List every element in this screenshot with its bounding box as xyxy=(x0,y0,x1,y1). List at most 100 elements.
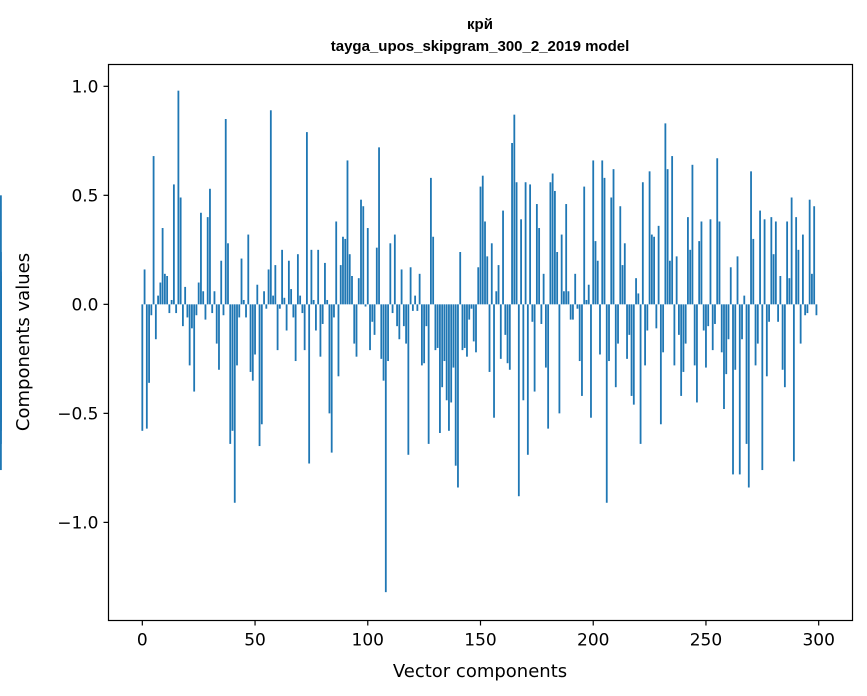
bar xyxy=(443,304,446,362)
bar xyxy=(308,304,311,464)
bar xyxy=(0,195,2,305)
bar xyxy=(797,249,800,305)
bar xyxy=(621,265,624,305)
bar xyxy=(333,304,335,318)
bar xyxy=(542,273,545,305)
bar xyxy=(777,304,780,322)
bar xyxy=(346,160,349,305)
bar xyxy=(272,295,274,305)
bar xyxy=(312,299,315,305)
bar xyxy=(222,304,225,316)
bar xyxy=(684,304,687,344)
y-tick-label: 0.0 xyxy=(71,295,98,315)
bar xyxy=(317,249,320,305)
bar xyxy=(157,295,160,305)
bar xyxy=(759,210,761,305)
chart-title: крй xyxy=(467,16,493,33)
x-tick-label: 50 xyxy=(244,631,266,651)
bar xyxy=(439,304,441,433)
bar xyxy=(560,234,563,305)
bar xyxy=(166,275,169,305)
bar xyxy=(193,304,196,392)
bar xyxy=(452,304,455,368)
bar xyxy=(750,171,752,305)
bar xyxy=(186,304,189,318)
bar xyxy=(172,184,175,305)
y-tick-label: −0.5 xyxy=(57,404,98,424)
x-tick-label: 100 xyxy=(352,631,384,651)
bar xyxy=(563,291,565,305)
bar xyxy=(267,269,270,305)
bar xyxy=(639,304,642,444)
bar xyxy=(801,234,804,305)
bar xyxy=(375,247,378,305)
bar xyxy=(425,304,428,327)
bar xyxy=(799,304,802,344)
plot-frame xyxy=(107,63,854,622)
bar xyxy=(632,304,635,405)
bar xyxy=(614,304,617,388)
bar xyxy=(646,304,649,331)
bar xyxy=(328,304,331,414)
bar xyxy=(296,254,299,305)
bar xyxy=(653,236,656,305)
bar xyxy=(553,190,556,305)
bar xyxy=(601,160,604,305)
bar xyxy=(362,206,365,305)
bar xyxy=(813,206,816,305)
bar xyxy=(576,304,579,309)
bar xyxy=(533,304,536,392)
bar xyxy=(256,284,259,305)
bar xyxy=(179,197,182,305)
bar xyxy=(409,267,412,305)
bar xyxy=(531,304,534,322)
bar xyxy=(396,304,398,327)
bar xyxy=(238,304,241,318)
bar xyxy=(675,256,678,305)
bar xyxy=(263,291,265,305)
bar xyxy=(729,267,732,305)
bar xyxy=(211,304,214,314)
bar xyxy=(285,304,288,331)
bar xyxy=(301,304,304,314)
bar xyxy=(218,304,220,370)
bar xyxy=(587,284,590,305)
bar xyxy=(594,241,597,305)
bar xyxy=(163,273,166,305)
bar xyxy=(389,243,392,305)
bar xyxy=(357,278,360,305)
bar xyxy=(281,249,284,305)
bar xyxy=(434,304,437,351)
bar xyxy=(768,304,770,322)
bar xyxy=(804,304,807,316)
bar xyxy=(727,304,730,340)
bar xyxy=(387,304,389,362)
bar xyxy=(463,304,466,348)
bar xyxy=(781,304,784,370)
bar xyxy=(391,304,394,314)
bar xyxy=(774,221,777,305)
y-axis-label: Components values xyxy=(13,253,34,431)
bar xyxy=(524,182,527,305)
bar xyxy=(578,304,581,362)
bar xyxy=(761,304,764,471)
bar xyxy=(405,304,408,344)
bar xyxy=(202,291,205,305)
bar xyxy=(596,260,599,305)
bar xyxy=(393,234,396,305)
bar xyxy=(815,304,818,316)
bar xyxy=(411,304,414,311)
bar xyxy=(486,256,489,305)
x-tick-label: 150 xyxy=(464,631,496,651)
bar xyxy=(209,188,211,305)
bar xyxy=(623,243,626,305)
bar xyxy=(693,304,696,366)
bar xyxy=(445,304,448,401)
bar xyxy=(497,265,500,305)
bar xyxy=(337,304,340,377)
bar xyxy=(240,258,243,305)
bar xyxy=(493,304,495,418)
bar xyxy=(448,304,450,431)
bar xyxy=(321,304,324,324)
bar xyxy=(342,236,344,305)
